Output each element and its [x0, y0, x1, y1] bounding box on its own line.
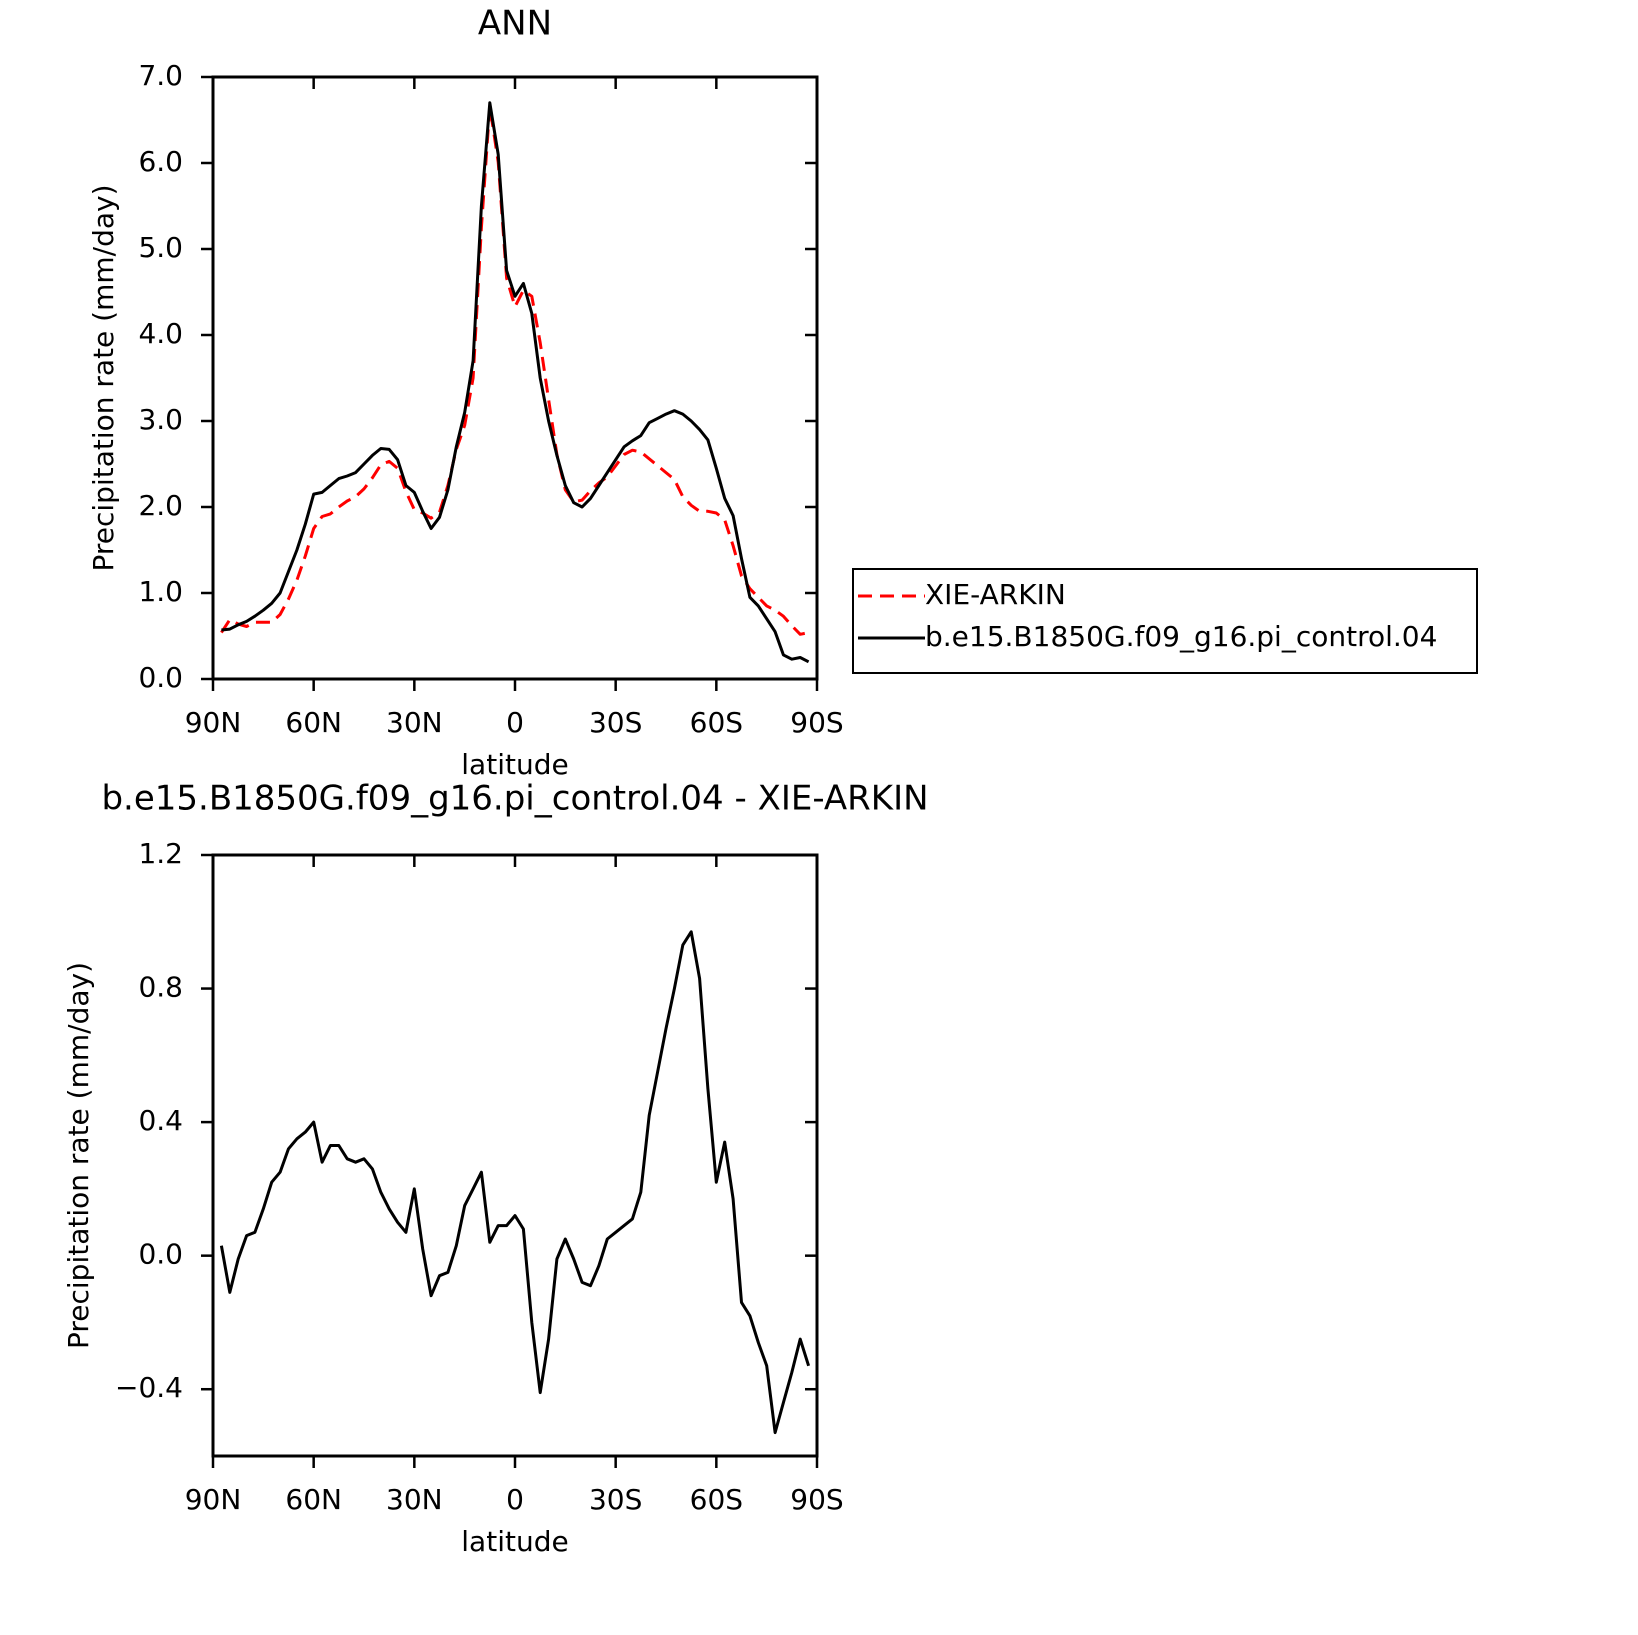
- x-tick-label: 30S: [589, 706, 642, 739]
- x-tick-label: 60S: [690, 706, 743, 739]
- y-tick-label: 2.0: [138, 489, 183, 522]
- y-tick-label: 0.0: [138, 661, 183, 694]
- y-tick-label: 1.0: [138, 575, 183, 608]
- x-tick-label: 90N: [185, 1483, 242, 1516]
- x-axis-label: latitude: [461, 748, 568, 781]
- legend-label: XIE-ARKIN: [925, 578, 1066, 611]
- plot-frame: [211, 853, 819, 1458]
- y-tick-label: 0.4: [138, 1104, 183, 1137]
- chart-title: ANN: [478, 4, 552, 44]
- y-axis-label: Precipitation rate (mm/day): [62, 962, 95, 1349]
- y-tick-label: −0.4: [115, 1371, 183, 1404]
- legend-box: [852, 568, 1478, 674]
- x-tick-label: 90S: [790, 1483, 843, 1516]
- chart-title: b.e15.B1850G.f09_g16.pi_control.04 - XIE…: [101, 779, 928, 819]
- y-axis-label: Precipitation rate (mm/day): [87, 184, 120, 571]
- series-line: [221, 101, 810, 664]
- x-tick-label: 60N: [285, 706, 342, 739]
- y-tick-label: 1.2: [138, 837, 183, 870]
- series-line: [219, 930, 811, 1435]
- x-tick-label: 0: [506, 706, 524, 739]
- x-tick-label: 90S: [790, 706, 843, 739]
- x-tick-label: 30S: [589, 1483, 642, 1516]
- y-tick-label: 0.8: [138, 971, 183, 1004]
- x-tick-label: 30N: [386, 1483, 443, 1516]
- y-tick-label: 4.0: [138, 317, 183, 350]
- x-tick-label: 0: [506, 1483, 524, 1516]
- y-tick-label: 0.0: [138, 1238, 183, 1271]
- y-tick-label: 5.0: [138, 231, 183, 264]
- legend-label: b.e15.B1850G.f09_g16.pi_control.04: [925, 620, 1437, 653]
- plot-frame: [211, 75, 819, 681]
- x-tick-label: 60S: [690, 1483, 743, 1516]
- y-tick-label: 3.0: [138, 403, 183, 436]
- y-tick-label: 6.0: [138, 145, 183, 178]
- series-line: [220, 104, 809, 636]
- y-tick-label: 7.0: [138, 59, 183, 92]
- x-tick-label: 60N: [285, 1483, 342, 1516]
- x-tick-label: 30N: [386, 706, 443, 739]
- x-axis-label: latitude: [461, 1525, 568, 1558]
- x-tick-label: 90N: [185, 706, 242, 739]
